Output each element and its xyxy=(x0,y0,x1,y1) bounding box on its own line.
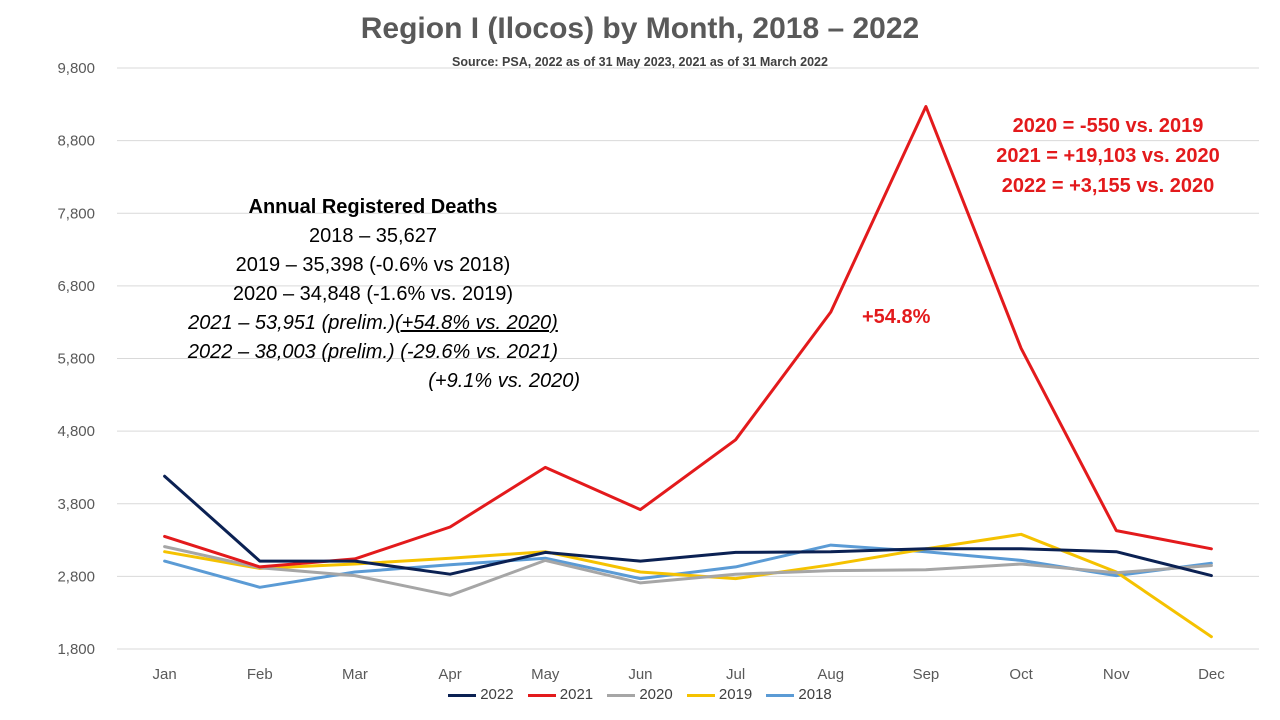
x-tick-label: Oct xyxy=(1009,666,1033,683)
legend-item-2021: 2021 xyxy=(527,686,594,703)
difference-2022: 2022 = +3,155 vs. 2020 xyxy=(1001,175,1215,197)
y-tick-label: 9,800 xyxy=(57,60,95,77)
annual-2022-vs-2020: (+9.1% vs. 2020) xyxy=(428,370,580,392)
legend-item-2018: 2018 xyxy=(766,686,832,703)
difference-2020: 2020 = -550 vs. 2019 xyxy=(1012,115,1204,137)
chart-subtitle: Source: PSA, 2022 as of 31 May 2023, 202… xyxy=(452,55,828,69)
x-tick-label: Nov xyxy=(1103,666,1130,683)
y-tick-label: 2,800 xyxy=(57,568,95,585)
x-tick-label: Jun xyxy=(628,666,652,683)
series-line-2022 xyxy=(163,474,1213,578)
series-line-2020 xyxy=(163,545,1213,597)
annual-2021: 2021 – 53,951 (prelim.)(+54.8% vs. 2020) xyxy=(150,309,596,338)
y-tick-label: 7,800 xyxy=(57,205,95,222)
annual-2021-value: 2021 – 53,951 (prelim.) xyxy=(188,312,395,334)
x-tick-label: Sep xyxy=(913,666,940,683)
y-tick-label: 3,800 xyxy=(57,496,95,513)
y-tick-label: 5,800 xyxy=(57,351,95,368)
x-tick-label: Apr xyxy=(438,666,461,683)
legend-swatch-2022 xyxy=(448,693,477,697)
annual-2018: 2018 – 35,627 xyxy=(309,225,437,247)
annual-2019: 2019 – 35,398 (-0.6% vs 2018) xyxy=(235,254,511,276)
y-tick-label: 8,800 xyxy=(57,133,95,150)
y-tick-label: 6,800 xyxy=(57,278,95,295)
annual-2020: 2020 – 34,848 (-1.6% vs. 2019) xyxy=(232,283,514,305)
legend-label-2021: 2021 xyxy=(559,686,594,703)
chart-legend: 2022 2021 2020 2019 2018 xyxy=(0,686,1280,703)
difference-2021: 2021 = +19,103 vs. 2020 xyxy=(996,145,1220,167)
annual-2022: 2022 – 38,003 (prelim.) (-29.6% vs. 2021… xyxy=(187,341,559,363)
legend-label-2020: 2020 xyxy=(639,686,673,703)
x-tick-label: Feb xyxy=(247,666,273,683)
legend-swatch-2020 xyxy=(607,693,636,697)
annual-deaths-header: Annual Registered Deaths xyxy=(248,196,498,218)
legend-item-2019: 2019 xyxy=(686,686,753,703)
x-tick-label: Mar xyxy=(342,666,368,683)
series-line-2019 xyxy=(163,532,1213,639)
difference-summary: 2020 = -550 vs. 2019 2021 = +19,103 vs. … xyxy=(960,111,1256,201)
legend-swatch-2019 xyxy=(686,693,715,697)
legend-item-2020: 2020 xyxy=(607,686,673,703)
legend-label-2019: 2019 xyxy=(718,686,753,703)
legend-label-2022: 2022 xyxy=(480,686,514,703)
x-tick-label: Dec xyxy=(1198,666,1225,683)
x-tick-label: May xyxy=(531,666,560,683)
y-tick-label: 4,800 xyxy=(57,423,95,440)
legend-item-2022: 2022 xyxy=(448,686,514,703)
legend-label-2018: 2018 xyxy=(798,686,832,703)
increase-label: +54.8% xyxy=(862,306,931,328)
legend-swatch-2021 xyxy=(527,693,556,697)
x-tick-label: Aug xyxy=(817,666,844,683)
chart-title: Region I (Ilocos) by Month, 2018 – 2022 xyxy=(360,12,920,45)
legend-swatch-2018 xyxy=(766,693,795,697)
x-tick-label: Jul xyxy=(726,666,745,683)
annual-2021-change: (+54.8% vs. 2020) xyxy=(394,312,558,334)
y-tick-label: 1,800 xyxy=(57,641,95,658)
x-tick-label: Jan xyxy=(152,666,176,683)
annual-deaths-box: Annual Registered Deaths 2018 – 35,627 2… xyxy=(150,193,596,396)
